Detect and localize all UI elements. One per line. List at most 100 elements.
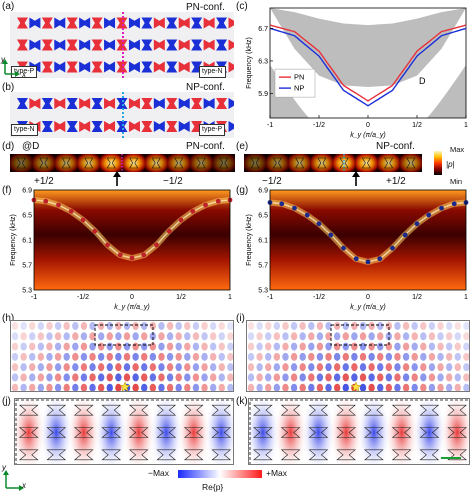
scatterer-shape: [141, 61, 153, 73]
panel-j-field: [14, 398, 234, 465]
unit-outline: [46, 427, 67, 438]
field-blob: [368, 363, 375, 372]
field-blob: [166, 322, 174, 330]
scatterer-shape: [41, 17, 53, 29]
field-blob: [273, 363, 281, 372]
heatmap-background: [270, 190, 466, 290]
scatterer-shape: [79, 17, 91, 29]
field-blob: [29, 383, 36, 391]
field-blob: [37, 342, 45, 351]
field-blob: [20, 332, 27, 341]
field-cell: [32, 154, 55, 172]
field-blob: [342, 352, 349, 361]
field-blob: [359, 363, 367, 372]
unit-outline: [18, 427, 39, 438]
field-blob: [299, 373, 306, 382]
scatterer-shape: [228, 121, 234, 132]
unit-outline: [46, 404, 67, 416]
unit-outline: [336, 449, 356, 461]
data-point: [426, 212, 432, 218]
series-line-np: [269, 27, 467, 107]
field-blob: [428, 373, 436, 382]
data-point: [439, 205, 444, 211]
unit-outline: [364, 449, 384, 461]
panel-i-field: [246, 320, 470, 392]
axis-y-label: y: [1, 55, 5, 64]
unit-outline: [253, 449, 273, 461]
field-blob: [97, 383, 105, 391]
scatterer-shape: [79, 98, 91, 109]
y-tick-label: 5.7: [258, 263, 268, 270]
unit-outline: [317, 157, 327, 169]
field-blob: [132, 342, 139, 351]
scatterer-shape: [91, 39, 103, 51]
field-blob: [158, 342, 165, 351]
field-blob: [351, 363, 358, 372]
scatterer-shape: [178, 17, 190, 29]
field-blob: [89, 363, 96, 372]
field-blob: [11, 363, 19, 372]
field-blob: [149, 332, 157, 341]
scatterer-shape: [54, 39, 66, 51]
unit-outline: [391, 449, 412, 461]
legend-entry: PN: [294, 73, 304, 82]
field-blob: [184, 322, 191, 330]
field-blob: [149, 342, 157, 351]
unit-outline: [250, 157, 260, 169]
field-blob: [402, 352, 410, 361]
field-blob: [463, 373, 469, 382]
field-blob: [394, 383, 401, 391]
legend-entry: NP: [294, 84, 304, 93]
field-blob: [308, 363, 315, 372]
field-blob: [394, 363, 401, 372]
scatterer-shape: [104, 39, 116, 51]
field-blob: [299, 383, 306, 391]
field-blob: [333, 332, 341, 341]
x-axis-label: k_y (π/a_y): [114, 304, 149, 311]
unit-outline: [384, 157, 394, 169]
field-blob: [106, 322, 113, 330]
field-blob: [11, 352, 19, 361]
field-lobe: [414, 399, 445, 464]
field-blob: [54, 352, 62, 361]
field-blob: [218, 352, 225, 361]
field-blob: [316, 342, 324, 351]
field-blob: [63, 363, 70, 372]
field-blob: [265, 363, 272, 372]
field-blob: [359, 383, 367, 391]
unit-outline: [73, 404, 94, 416]
field-blob: [20, 342, 27, 351]
data-point: [414, 221, 420, 227]
field-blob: [184, 342, 191, 351]
field-blob: [368, 322, 375, 330]
data-point: [215, 198, 221, 204]
field-blob: [394, 322, 401, 330]
field-blob: [106, 383, 113, 391]
panel-b-lattice: [10, 92, 234, 138]
field-blob: [463, 383, 469, 391]
field-blob: [299, 322, 306, 330]
field-blob: [80, 373, 88, 382]
field-blob: [316, 322, 324, 330]
panel-j-label: (j): [2, 396, 11, 407]
scatterer-shape: [41, 39, 53, 51]
zoom-field-np: [249, 399, 469, 464]
field-blob: [218, 342, 225, 351]
scatterer-shape: [141, 121, 153, 132]
unit-outline: [196, 157, 206, 169]
field-blob: [63, 322, 70, 330]
annotation-d: D: [419, 76, 426, 86]
field-blob: [437, 352, 444, 361]
y-tick-label: 6.1: [258, 238, 268, 245]
field-blob: [385, 373, 393, 382]
unit-outline: [280, 404, 301, 416]
panel-a-label: (a): [2, 1, 15, 12]
unit-outline: [339, 157, 349, 169]
x-tick-label: 1/2: [412, 122, 422, 129]
field-blob: [290, 342, 298, 351]
unit-outline: [73, 449, 94, 461]
field-blob: [209, 383, 217, 391]
unit-outline: [308, 427, 329, 438]
data-point: [80, 217, 86, 223]
field-blob: [368, 342, 375, 351]
